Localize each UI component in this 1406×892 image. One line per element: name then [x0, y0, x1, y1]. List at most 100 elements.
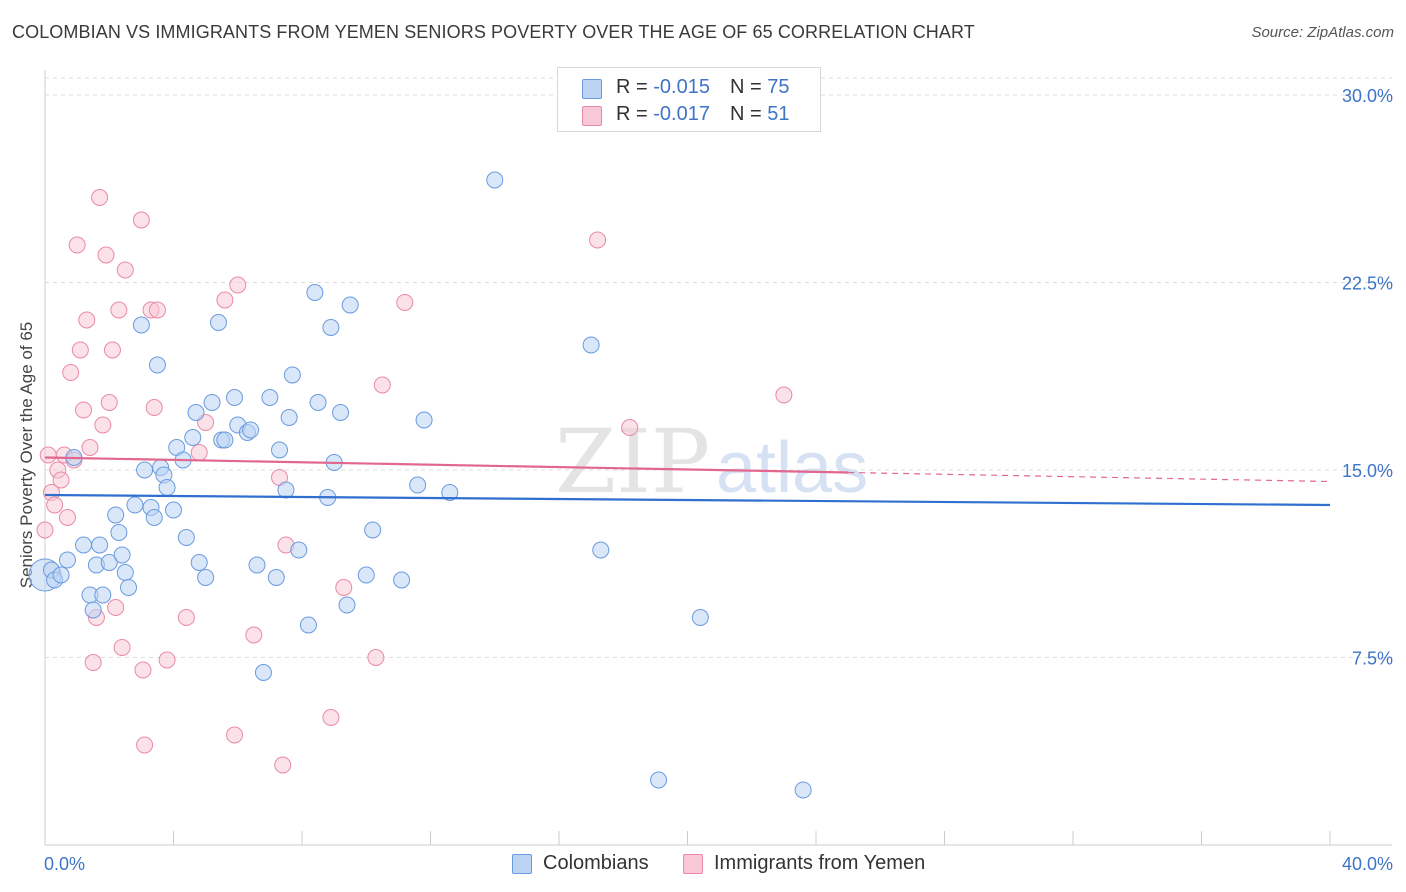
point-colombians	[94, 586, 112, 604]
point-yemen	[158, 651, 176, 669]
point-yemen	[91, 189, 109, 206]
y-tick-label: 7.5%	[1352, 649, 1393, 669]
chart-title: COLOMBIAN VS IMMIGRANTS FROM YEMEN SENIO…	[12, 22, 975, 42]
point-yemen	[68, 236, 86, 254]
point-colombians	[299, 616, 317, 634]
point-yemen	[226, 726, 244, 744]
point-colombians	[107, 506, 125, 524]
point-yemen	[75, 401, 93, 419]
y-tick-label: 22.5%	[1342, 274, 1393, 294]
point-yemen	[775, 386, 793, 404]
point-yemen	[177, 609, 195, 626]
point-yemen	[58, 509, 76, 526]
point-colombians	[190, 554, 208, 571]
point-colombians	[271, 441, 289, 459]
point-yemen	[94, 416, 112, 434]
point-colombians	[242, 421, 260, 439]
point-yemen	[116, 261, 134, 279]
point-yemen	[190, 444, 208, 461]
point-yemen	[134, 661, 152, 679]
point-yemen	[148, 301, 166, 319]
legend-text-yemen: R = -0.017 N = 51	[616, 103, 790, 125]
point-colombians	[58, 551, 76, 569]
point-colombians	[364, 521, 382, 539]
point-yemen	[216, 291, 234, 309]
point-colombians	[267, 569, 285, 586]
point-colombians	[415, 411, 433, 429]
legend-text-colombians: R = -0.015 N = 75	[616, 76, 790, 98]
point-yemen	[367, 649, 385, 666]
point-colombians	[187, 404, 205, 421]
point-yemen	[396, 294, 414, 311]
point-colombians	[52, 566, 70, 584]
legend-label-yemen: Immigrants from Yemen	[714, 852, 926, 874]
x-tick-label-min: 0.0%	[44, 854, 85, 874]
point-yemen	[39, 446, 57, 464]
point-colombians	[100, 554, 118, 571]
point-yemen	[132, 211, 150, 229]
trend-lines	[44, 456, 1331, 507]
watermark-atlas: atlas	[716, 428, 868, 508]
chart-source: Source: ZipAtlas.com	[1251, 24, 1394, 41]
point-colombians	[592, 541, 610, 559]
point-yemen	[621, 419, 639, 436]
point-yemen	[335, 579, 353, 596]
trend-line-colombians	[44, 493, 1331, 507]
legend-swatch-colombians	[582, 79, 602, 99]
point-colombians	[116, 564, 134, 581]
point-colombians	[261, 389, 279, 406]
point-colombians	[136, 461, 154, 479]
point-colombians	[165, 501, 182, 519]
point-yemen	[84, 654, 102, 671]
point-colombians	[441, 484, 459, 501]
x-tick-label-max: 40.0%	[1342, 854, 1393, 874]
series-legend: Colombians Immigrants from Yemen	[0, 851, 1406, 877]
point-colombians	[794, 781, 812, 799]
point-yemen	[322, 709, 340, 726]
point-colombians	[306, 284, 324, 301]
point-colombians	[113, 546, 131, 564]
point-colombians	[248, 556, 266, 574]
point-colombians	[338, 596, 356, 614]
legend-swatch-yemen-bottom	[683, 854, 703, 874]
legend-label-colombians: Colombians	[543, 852, 649, 874]
point-colombians	[177, 529, 195, 546]
point-colombians	[126, 496, 144, 514]
point-yemen	[71, 341, 89, 359]
point-yemen	[589, 231, 607, 249]
y-tick-label: 15.0%	[1342, 461, 1393, 481]
tick-labels: 7.5% 15.0% 22.5% 30.0% 0.0% 40.0%	[44, 86, 1393, 874]
point-colombians	[145, 509, 163, 526]
legend-swatch-colombians-bottom	[512, 854, 532, 874]
point-colombians	[110, 524, 128, 541]
y-tick-label: 30.0%	[1342, 86, 1393, 106]
correlation-legend: R = -0.015 N = 75 R = -0.017 N = 51	[557, 67, 821, 132]
point-yemen	[52, 471, 70, 489]
point-colombians	[393, 571, 411, 589]
point-colombians	[322, 319, 340, 336]
point-yemen	[100, 394, 118, 411]
point-yemen	[97, 246, 115, 264]
point-colombians	[158, 479, 176, 496]
point-colombians	[650, 771, 668, 789]
point-colombians	[409, 476, 427, 494]
point-yemen	[107, 599, 125, 616]
series-immigrants-from-yemen	[36, 189, 793, 774]
point-colombians	[332, 404, 350, 421]
point-colombians	[486, 171, 504, 189]
point-colombians	[691, 609, 709, 626]
point-colombians	[75, 536, 93, 554]
point-yemen	[145, 399, 163, 416]
point-yemen	[245, 626, 263, 644]
point-yemen	[113, 639, 131, 656]
point-colombians	[341, 296, 359, 314]
point-yemen	[110, 301, 128, 319]
point-yemen	[274, 756, 292, 774]
point-yemen	[103, 341, 121, 359]
point-yemen	[36, 521, 54, 539]
point-colombians	[84, 601, 102, 619]
point-yemen	[78, 311, 96, 329]
trend-line-yemen-extension	[848, 471, 1331, 483]
point-colombians	[91, 536, 109, 554]
